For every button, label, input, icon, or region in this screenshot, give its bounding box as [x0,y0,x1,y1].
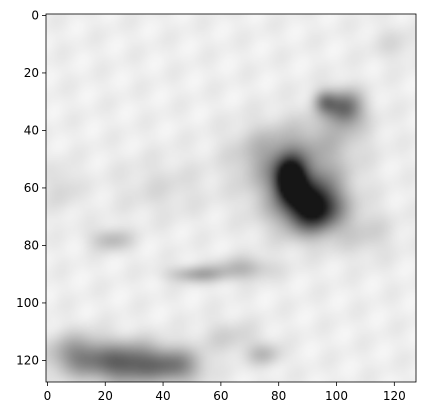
x-axis: 0 20 40 60 80 100 120 [44,382,406,403]
x-tick-label: 80 [271,389,286,403]
x-tick-label: 0 [44,389,52,403]
x-tick-label: 100 [325,389,348,403]
y-tick-label: 60 [24,181,39,195]
y-tick-label: 20 [24,66,39,80]
y-axis: 0 20 40 60 80 100 120 [16,8,46,367]
y-tick-label: 40 [24,123,39,137]
y-tick-label: 0 [31,8,39,22]
y-tick-label: 120 [16,353,39,367]
x-tick-label: 120 [383,389,406,403]
y-tick-label: 80 [24,238,39,252]
heatmap-image [46,14,416,382]
y-tick-label: 100 [16,296,39,310]
x-tick-label: 60 [213,389,228,403]
heatmap-raster [46,14,416,382]
x-tick-label: 20 [98,389,113,403]
x-tick-label: 40 [155,389,170,403]
axes-frame [45,13,417,383]
